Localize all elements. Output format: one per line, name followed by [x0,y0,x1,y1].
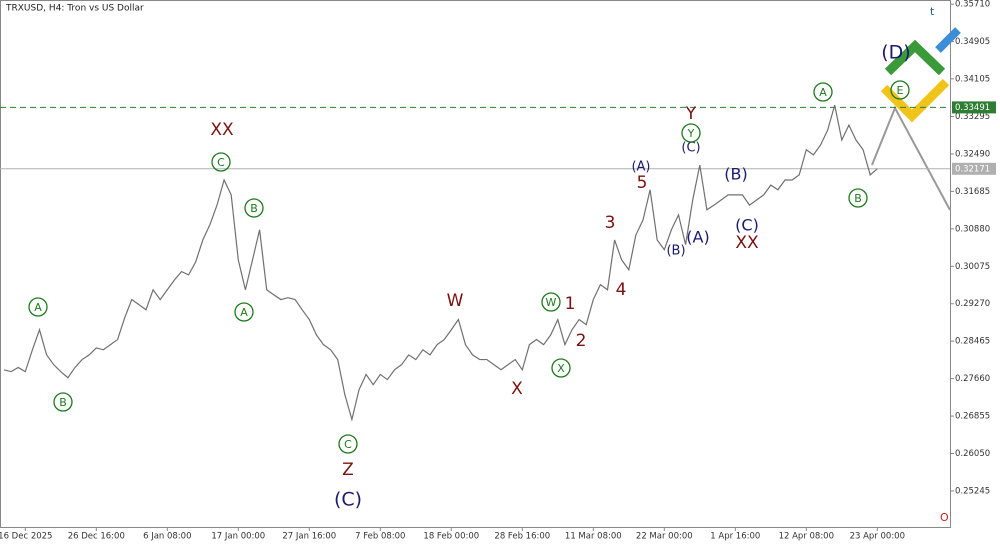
logo [880,27,961,123]
wave-circle [211,152,231,172]
wave-label: B [250,202,258,215]
y-tick-label: 0.30075 [955,262,990,272]
wave-label: X [511,379,523,399]
price-level-label: 0.32171 [955,164,990,174]
wave-label: (A) [631,160,650,175]
wave-label: (C) [681,141,700,156]
wave-circle [244,198,264,218]
price-level-label: 0.33491 [955,103,990,113]
x-tick-label: 28 Feb 16:00 [494,532,550,542]
wave-circle [234,302,254,322]
y-tick-label: 0.33295 [955,112,990,122]
logo-blue [935,27,961,53]
y-tick-label: 0.27660 [955,374,990,384]
corner-icon[interactable]: O [940,511,949,524]
x-tick-label: 7 Feb 08:00 [355,532,405,542]
wave-label: E [897,84,904,97]
y-tick-label: 0.26855 [955,412,990,422]
y-tick-label: 0.25245 [955,486,990,496]
y-tick-label: 0.31685 [955,187,990,197]
x-tick-label: 6 Jan 08:00 [143,532,191,542]
wave-label: B [59,396,67,409]
wave-label: A [819,86,827,99]
y-tick-label: 0.35710 [955,0,990,10]
forecast-path [871,105,951,211]
x-tick-label: 1 Apr 16:00 [710,532,760,542]
wave-label: 1 [565,294,576,314]
chart-title: TRXUSD, H4: Tron vs US Dollar [5,4,144,14]
wave-label: (B) [666,244,685,259]
x-tick-label: 23 Apr 00:00 [850,532,905,542]
x-tick-label: 11 Mar 08:00 [565,532,622,542]
wave-circle [813,82,833,102]
y-tick-label: 0.28465 [955,337,990,347]
wave-label: (A) [686,228,709,247]
wave-label: C [344,438,352,451]
price-line [3,104,878,422]
wave-label: Y [685,104,697,124]
wave-label: W [447,291,464,311]
wave-label: A [240,306,248,319]
wave-label: C [217,156,225,169]
x-tick-label: 12 Apr 08:00 [779,532,834,542]
wave-circle [28,297,48,317]
wave-label: XX [735,233,759,253]
logo-yellow [880,78,950,123]
x-tick-label: 26 Dec 16:00 [68,532,125,542]
y-tick-label: 0.26050 [955,449,990,459]
x-tick-label: 27 Jan 16:00 [282,532,336,542]
plot-frame [0,0,951,528]
y-tick-label: 0.29270 [955,299,990,309]
wave-label: B [854,192,862,205]
wave-label: W [546,296,557,309]
x-tick-label: 18 Feb 00:00 [423,532,479,542]
wave-label: (D) [881,42,910,64]
wave-circle [848,188,868,208]
x-tick-label: 17 Jan 00:00 [211,532,265,542]
x-tick-label: 16 Dec 2025 [0,532,52,542]
price-level-box [952,162,996,175]
wave-circle [551,358,571,378]
wave-circle [53,392,73,412]
y-tick-label: 0.32490 [955,149,990,159]
wave-label: (C) [334,489,362,511]
wave-label: X [557,362,565,375]
wave-label: 2 [576,331,587,351]
wave-label: 4 [616,280,627,300]
wave-label: (C) [735,216,759,235]
y-tick-label: 0.34105 [955,74,990,84]
wave-label: (B) [724,165,747,184]
trade-icon[interactable]: t [930,5,935,18]
wave-label: A [34,301,42,314]
wave-label: 3 [605,213,616,233]
wave-circle [338,434,358,454]
logo-green [884,39,946,76]
wave-label: XX [210,120,234,140]
wave-circle [681,123,701,143]
wave-circle [890,80,910,100]
wave-label: Y [687,127,695,140]
wave-circle [541,292,561,312]
price-level-box [952,101,996,114]
y-tick-label: 0.34905 [955,37,990,47]
x-tick-label: 22 Mar 00:00 [636,532,693,542]
wave-label: Z [342,460,354,480]
wave-label: 5 [637,173,648,193]
y-tick-label: 0.30880 [955,224,990,234]
